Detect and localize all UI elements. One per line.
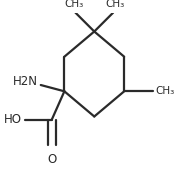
Text: O: O <box>47 153 56 166</box>
Text: CH₃: CH₃ <box>64 0 83 10</box>
Text: CH₃: CH₃ <box>105 0 124 10</box>
Text: HO: HO <box>4 113 22 126</box>
Text: H2N: H2N <box>13 75 38 88</box>
Text: CH₃: CH₃ <box>156 86 175 96</box>
